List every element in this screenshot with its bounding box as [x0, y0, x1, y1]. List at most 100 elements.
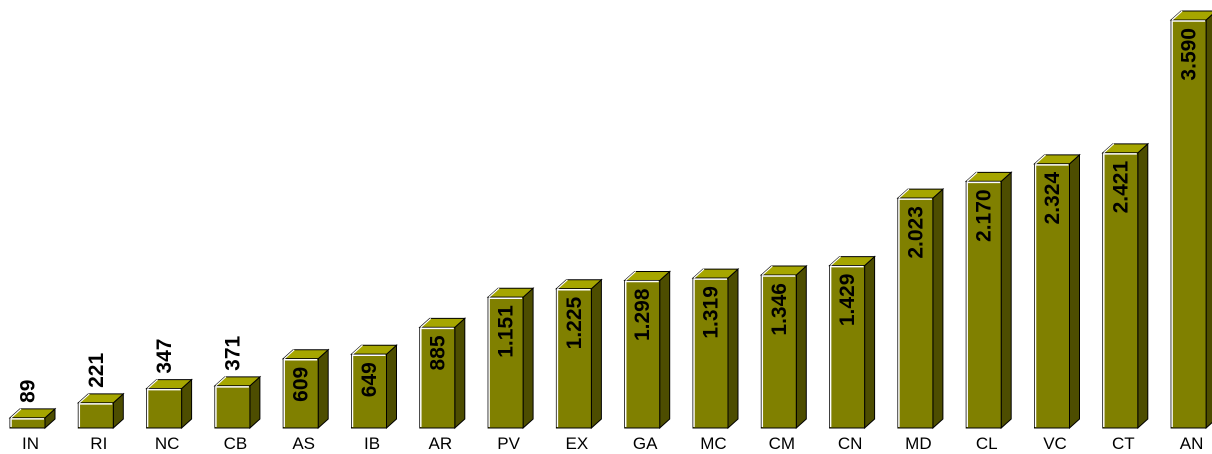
bar-highlight-edge: [147, 379, 159, 390]
bar-front: [282, 358, 319, 429]
bar-front: [351, 353, 387, 429]
category-label: AN: [1180, 434, 1204, 453]
bar-side: [864, 255, 876, 430]
bar-highlight-edge: [420, 317, 432, 328]
bar-front: [829, 265, 866, 429]
bar-ri: 221: [76, 353, 125, 430]
bar-side: [386, 344, 397, 430]
bar-front: [419, 326, 456, 429]
bar-highlight: [1034, 164, 1069, 427]
category-label: CM: [769, 434, 795, 453]
category-labels: IN RI NC CB AS IB AR PV EX GA MC CM CN MD CL VC CT AN: [22, 434, 1203, 453]
bar-md: 2.023: [896, 187, 945, 430]
value-label: 2.023: [904, 206, 927, 259]
bar-highlight: [1171, 20, 1206, 427]
bar-highlight-edge: [556, 279, 568, 290]
bar-highlight-edge: [10, 408, 22, 419]
value-label: 1.298: [631, 288, 654, 341]
bar-ar: 885: [418, 317, 467, 430]
bar-ib: 649: [350, 344, 398, 430]
bar-side: [659, 270, 671, 430]
category-label: VC: [1043, 434, 1067, 453]
bar-front: [77, 402, 114, 429]
value-label: 1.319: [700, 286, 723, 339]
category-label: PV: [497, 434, 520, 453]
value-label: 2.421: [1109, 161, 1132, 214]
bar-front: [9, 417, 46, 429]
bar-nc: 347: [145, 339, 193, 430]
bar-highlight: [78, 403, 113, 427]
bar-side: [932, 187, 944, 430]
value-label: 2.170: [973, 189, 996, 242]
bar-side: [1069, 153, 1080, 430]
bar-highlight: [420, 327, 454, 427]
bar-front: [1170, 19, 1207, 429]
category-label: EX: [566, 434, 589, 453]
bar-front: [146, 388, 183, 429]
value-label: 89: [17, 380, 40, 403]
bar-side: [795, 264, 807, 430]
bar-highlight-edge: [488, 287, 500, 298]
bar-highlight: [351, 354, 386, 427]
bar-ct: 2.421: [1101, 142, 1150, 430]
bar-highlight: [283, 359, 318, 427]
bar-highlight-edge: [283, 349, 295, 360]
category-label: AS: [292, 434, 315, 453]
bar-highlight-edge: [898, 188, 910, 199]
bar-cl: 2.170: [964, 171, 1013, 430]
bar-cm: 1.346: [759, 264, 808, 430]
bar-front: [487, 296, 524, 429]
value-label: 221: [85, 353, 108, 388]
category-label: IB: [364, 434, 380, 453]
bar-in: 89: [8, 380, 57, 430]
bar-highlight-edge: [625, 271, 637, 281]
bar-highlight-edge: [693, 268, 705, 279]
bar-front: [692, 277, 729, 429]
bar-side: [454, 317, 466, 430]
bar-highlight: [1103, 153, 1137, 427]
bar-front: [624, 279, 661, 429]
bar-front: [214, 385, 251, 429]
bar-highlight-edge: [830, 256, 842, 267]
bar-an: 3.590: [1169, 10, 1212, 430]
bar-highlight: [215, 386, 249, 427]
bar-side: [1000, 171, 1012, 430]
bar-front: [897, 197, 934, 429]
bar-highlight: [146, 388, 181, 427]
bar-highlight: [556, 289, 591, 427]
category-label: MD: [905, 434, 931, 453]
bar-ex: 1.225: [555, 278, 603, 430]
bar-highlight: [898, 198, 932, 427]
value-label: 885: [426, 335, 449, 370]
bar-highlight: [761, 275, 796, 427]
bar-front: [965, 180, 1002, 429]
category-label: CL: [976, 434, 998, 453]
bar-side: [727, 267, 739, 430]
bar-side: [590, 278, 602, 430]
bar-highlight-edge: [1171, 10, 1183, 21]
bar-highlight: [488, 297, 523, 427]
bar-side: [1137, 142, 1149, 430]
bar-highlight: [624, 280, 659, 427]
category-label: RI: [90, 434, 107, 453]
bar-side: [522, 287, 534, 430]
bar-highlight-edge: [1103, 143, 1115, 154]
category-label: MC: [700, 434, 726, 453]
bars-group: 89 221 347 371 609 649 885 1.151 1.225 1.298 1.319…: [8, 10, 1212, 430]
bar-as: 609: [281, 348, 330, 430]
bar-highlight: [966, 181, 1001, 427]
category-label: CN: [838, 434, 863, 453]
category-label: CB: [224, 434, 248, 453]
value-label: 1.151: [495, 305, 518, 358]
value-label: 347: [153, 339, 176, 374]
category-label: GA: [633, 434, 658, 453]
bar-highlight-edge: [352, 344, 363, 355]
bar-mc: 1.319: [691, 267, 740, 430]
value-label: 609: [290, 367, 313, 402]
bar-ga: 1.298: [623, 270, 672, 430]
bar-highlight: [693, 278, 727, 427]
value-label: 649: [358, 362, 381, 397]
bar-side: [1205, 14, 1212, 430]
value-label: 1.225: [563, 296, 586, 349]
